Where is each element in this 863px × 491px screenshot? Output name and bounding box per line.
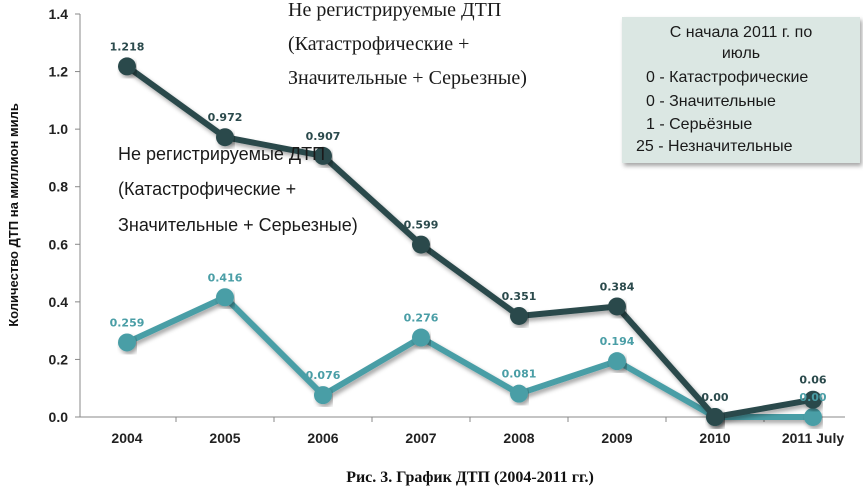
- series-2-data-label: 0.259: [110, 316, 145, 329]
- series-2-point: [804, 408, 822, 426]
- y-tick-label: 1.4: [49, 6, 69, 22]
- series-1-data-label: 0.972: [208, 111, 243, 124]
- series-1-point: [608, 297, 626, 316]
- series-2-point: [216, 288, 234, 307]
- series-1-data-label: 0.06: [799, 374, 826, 387]
- series-1-point: [510, 306, 528, 325]
- series-2-point: [412, 328, 430, 347]
- x-tick-label: 2007: [405, 430, 436, 446]
- series-group: [118, 57, 822, 426]
- series-1-data-label: 0.384: [600, 280, 635, 293]
- series-1-data-label: 0.907: [306, 130, 341, 143]
- series-1-point: [314, 146, 332, 165]
- x-tick-label: 2006: [307, 430, 338, 446]
- legend-box: С начала 2011 г. по июль 0 - Катастрофич…: [622, 17, 860, 163]
- x-tick-label: 2010: [699, 430, 730, 446]
- series-2-point: [608, 352, 626, 371]
- y-axis-label: Количество ДТП на миллион миль: [6, 103, 21, 327]
- series-2-data-label: 0.276: [404, 312, 439, 325]
- y-tick-label: 0.0: [49, 409, 69, 425]
- series-1-point: [706, 408, 724, 426]
- series-2-data-label: 0.076: [306, 369, 341, 382]
- y-tick-label: 0.6: [49, 236, 69, 252]
- series-2-point: [510, 384, 528, 403]
- series-2-point: [118, 333, 136, 352]
- annotation-middle-line-2: (Катастрофические +: [118, 179, 296, 199]
- series-2-data-label: 0.081: [502, 368, 537, 381]
- series-2-data-label: 0.194: [600, 335, 635, 348]
- x-tick-label: 2005: [209, 430, 240, 446]
- annotation-top-line-3: Значительные + Серьезные): [288, 67, 527, 89]
- annotation-middle: Не регистрируемые ДТП (Катастрофические …: [118, 144, 358, 235]
- legend-line-1: С начала 2011 г. по: [670, 24, 813, 41]
- y-tick-label: 0.4: [49, 294, 69, 310]
- x-tick-label: 2008: [503, 430, 534, 446]
- axes: 0.0 0.2 0.4 0.6 0.8 1.0 1.2 1.4 2004 2005 2006 2007…: [49, 6, 845, 446]
- y-tick-label: 1.2: [49, 64, 69, 80]
- x-tick-label: 2009: [601, 430, 632, 446]
- series-2-data-label: 0.00: [799, 391, 826, 404]
- series-1-point: [412, 235, 430, 254]
- figure-caption: Рис. 3. График ДТП (2004-2011 гг.): [346, 469, 594, 486]
- annotation-middle-line-3: Значительные + Серьезные): [118, 215, 358, 235]
- annotation-middle-line-1: Не регистрируемые ДТП: [118, 144, 325, 164]
- legend-line-6: 25 - Незначительные: [636, 138, 793, 155]
- legend-line-5: 1 - Серьёзные: [646, 116, 752, 133]
- series-1-point: [804, 390, 822, 409]
- annotation-top-line-2: (Катастрофические +: [288, 33, 469, 55]
- series-1-data-label: 0.599: [404, 219, 439, 232]
- y-tick-label: 1.0: [49, 121, 69, 137]
- series-line-2: [124, 294, 816, 420]
- x-tick-label: 2004: [111, 430, 142, 446]
- series-1-point: [118, 57, 136, 76]
- y-tick-label: 0.8: [49, 179, 69, 195]
- annotation-top: Не регистрируемые ДТП (Катастрофические …: [288, 0, 527, 89]
- x-tick-label: 2011 July: [782, 430, 844, 446]
- data-labels: 1.218 0.972 0.907 0.599 0.351 0.384 0.00 0.06 0.…: [110, 40, 827, 404]
- y-tick-label: 0.2: [49, 351, 69, 367]
- legend-background: [622, 17, 860, 163]
- series-2-point: [314, 386, 332, 405]
- series-line-1: [124, 63, 816, 420]
- annotation-top-line-1: Не регистрируемые ДТП: [288, 0, 501, 21]
- series-1-data-label: 1.218: [110, 40, 145, 53]
- series-1-data-label: 0.00: [701, 391, 728, 404]
- series-1-point: [216, 128, 234, 147]
- series-2-data-label: 0.416: [208, 271, 243, 284]
- legend-line-2: июль: [722, 45, 760, 62]
- series-1-data-label: 0.351: [502, 290, 537, 303]
- legend-line-3: 0 - Катастрофические: [646, 69, 808, 86]
- legend-line-4: 0 - Значительные: [646, 93, 776, 110]
